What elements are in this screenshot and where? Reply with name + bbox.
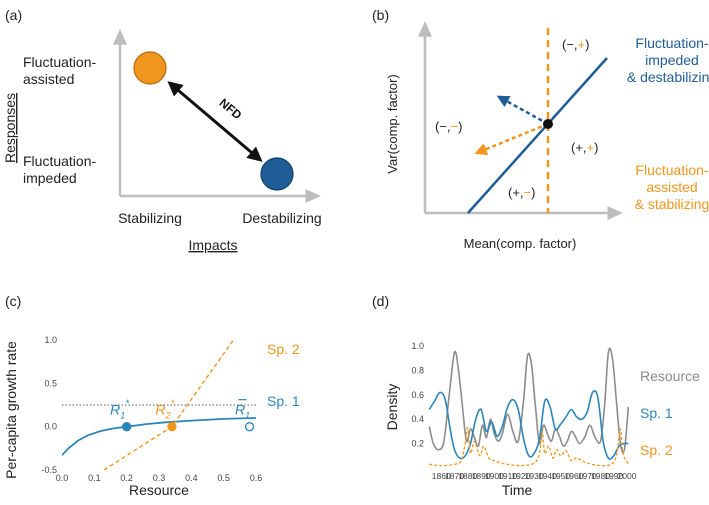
panel-a-y-label-upper: Fluctuation-assisted	[23, 54, 96, 87]
panel-c-ticks: 0.0 0.1 0.2 0.3 0.4 0.5 0.6-0.50.00.51.0	[41, 335, 262, 483]
panel-a-y-label-lower: Fluctuation-impeded	[23, 153, 96, 186]
panel-c-y-tick: 0.5	[44, 378, 57, 388]
panel-c-point-label: R1*	[110, 399, 130, 421]
panel-a-label: (a)	[5, 7, 22, 23]
quadrant-bottom: (+,−)	[508, 185, 535, 200]
quadrant-top: (−,+)	[562, 37, 589, 52]
line-label-orange: Fluctuation-assisted & stabilizing	[635, 162, 709, 212]
sp1-growth-curve	[62, 417, 256, 456]
panel-d-series	[428, 347, 631, 467]
panel-d-legend-sp1: Sp. 1	[640, 405, 673, 421]
panel-d-legend-resource: Resource	[640, 368, 700, 384]
fluctuation-impeded-line	[467, 57, 608, 214]
orange-dashed-arrow	[474, 122, 549, 155]
panel-c-x-axis-title: Resource	[129, 482, 189, 498]
sp1-series	[428, 389, 629, 460]
panel-c-x-tick: 0.5	[217, 473, 230, 483]
panel-c-legend-sp2: Sp. 2	[267, 341, 300, 357]
panel-b-axis-title-x: Mean(comp. factor)	[464, 236, 577, 251]
panel-d-x-tick: 1920	[511, 471, 530, 481]
panel-d-y-tick: 0.6	[411, 390, 424, 400]
panel-c-y-tick: -0.5	[41, 465, 57, 475]
panel-d-x-tick: 1950	[551, 471, 570, 481]
panel-d-y-tick: 0.2	[411, 439, 424, 449]
panel-c-label: (c)	[5, 293, 21, 309]
panel-c-point-label: R1	[235, 402, 250, 421]
panel-d-x-tick: 1880	[458, 471, 477, 481]
panel-c-x-tick: 0.6	[250, 473, 263, 483]
panel-d-x-tick: 1870	[445, 471, 464, 481]
nfd-label: NFD	[217, 96, 245, 123]
panel-c-point	[122, 422, 132, 432]
panel-d-x-tick: 1890	[472, 471, 491, 481]
fluctuation-assisted-circle	[133, 51, 167, 85]
panel-c-legend-sp1: Sp. 1	[267, 393, 300, 409]
panel-d-y-tick: 0.8	[411, 365, 424, 375]
panel-d-x-tick: 1910	[498, 471, 517, 481]
panel-d-x-tick: 1990	[604, 471, 623, 481]
blue-dashed-arrow	[496, 95, 549, 126]
panel-c: (c) Per-capita growth rate Resource 0.0 0…	[3, 293, 300, 498]
panel-c-y-tick: 1.0	[44, 335, 57, 345]
panel-c-points	[122, 422, 255, 432]
panel-d-x-tick: 2000	[618, 471, 637, 481]
line-label-blue: Fluctuation-impeded & destabilizing	[627, 35, 709, 85]
panel-c-x-tick: 0.3	[153, 473, 166, 483]
panel-d-y-tick: 1.0	[411, 341, 424, 351]
panel-b-axis-title-y: Var(comp. factor)	[385, 74, 400, 173]
panel-d-label: (d)	[372, 293, 389, 309]
panel-c-point	[244, 422, 255, 432]
panel-c-point-labels: R1* R2* R1	[110, 399, 250, 421]
panel-a-axis-title-y: Responses	[2, 93, 18, 163]
equilibrium-point	[543, 119, 553, 129]
panel-c-y-tick: 0.0	[44, 422, 57, 432]
panel-a-x-label-right: Destabilizing	[242, 210, 321, 226]
panel-a-x-label-left: Stabilizing	[118, 210, 182, 226]
quadrant-left: (−,−)	[435, 119, 462, 134]
panel-c-x-tick: 0.2	[120, 473, 133, 483]
resource-series	[428, 347, 630, 454]
panel-d-x-tick: 1970	[578, 471, 597, 481]
panel-d-y-axis-title: Density	[384, 384, 400, 431]
panel-d-x-tick: 1940	[538, 471, 557, 481]
panel-c-x-tick: 0.1	[88, 473, 101, 483]
panel-a-axis-title-x: Impacts	[188, 237, 237, 253]
panel-d-y-tick: 0.4	[411, 414, 424, 424]
panel-d-ticks: 1860187018801890190019101920193019401950…	[411, 341, 636, 481]
panel-d-x-axis-title: Time	[502, 482, 533, 498]
panel-c-x-tick: 0.0	[56, 473, 69, 483]
panel-c-point-label: R2*	[155, 399, 175, 421]
panel-d-x-tick: 1900	[485, 471, 504, 481]
panel-c-point	[167, 422, 177, 432]
fluctuation-impeded-circle	[260, 157, 294, 191]
panel-d-legend-sp2: Sp. 2	[640, 442, 673, 458]
sp2-series	[429, 427, 631, 467]
panel-d-x-tick: 1980	[591, 471, 610, 481]
panel-c-y-axis-title: Per-capita growth rate	[3, 341, 19, 479]
panel-d-x-tick: 1930	[525, 471, 544, 481]
panel-d-x-tick: 1860	[432, 471, 451, 481]
panel-d: (d) Density Time 18601870188018901900191…	[372, 293, 700, 498]
panel-b: (b) Var(comp. factor) Mean(comp. factor)…	[372, 7, 709, 251]
panel-b-label: (b)	[372, 7, 389, 23]
panel-d-x-tick: 1960	[564, 471, 583, 481]
panel-c-x-tick: 0.4	[185, 473, 198, 483]
quadrant-right: (+,+)	[571, 140, 598, 155]
panel-a: (a) Fluctuation-assisted Fluctuation-imp…	[2, 7, 322, 253]
nfd-arrow	[167, 81, 263, 162]
